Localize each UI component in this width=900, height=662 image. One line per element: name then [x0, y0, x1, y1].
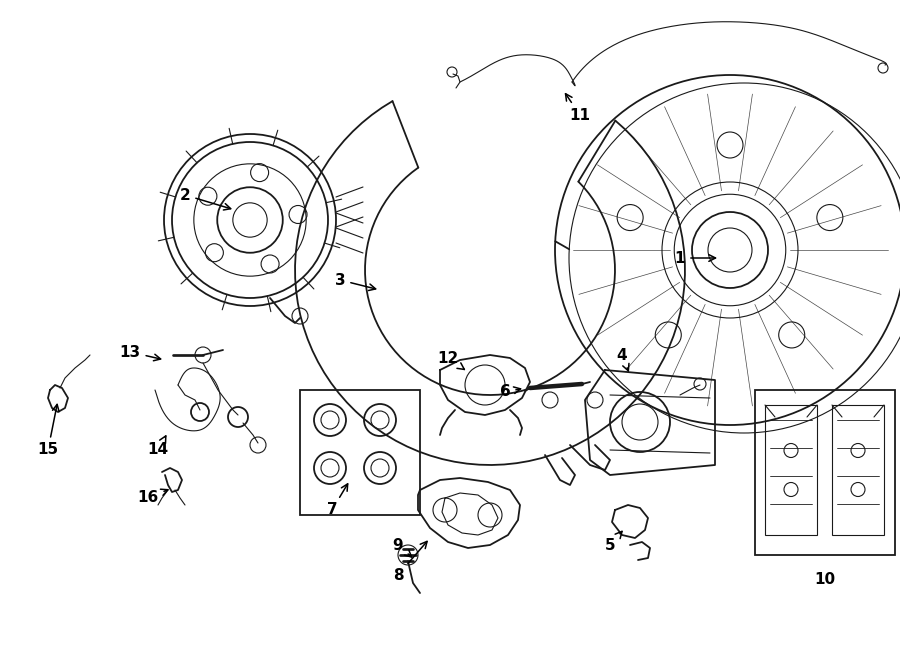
Text: 3: 3 [335, 273, 375, 291]
Text: 15: 15 [38, 404, 59, 457]
Text: 1: 1 [675, 250, 716, 265]
Text: 6: 6 [500, 385, 520, 399]
Text: 12: 12 [437, 350, 464, 369]
Text: 8: 8 [392, 542, 427, 583]
Text: 16: 16 [138, 489, 168, 506]
Text: 14: 14 [148, 436, 168, 457]
Text: 10: 10 [814, 573, 835, 587]
Text: 2: 2 [180, 187, 230, 210]
Text: 5: 5 [605, 532, 622, 553]
Text: 4: 4 [616, 348, 629, 371]
Text: 11: 11 [565, 94, 590, 122]
Text: 13: 13 [120, 344, 160, 361]
Bar [832, 405, 884, 535]
Bar [300, 390, 420, 515]
Bar [765, 405, 817, 535]
Text: 9: 9 [392, 538, 411, 557]
Bar [755, 390, 895, 555]
Text: 7: 7 [327, 484, 347, 518]
